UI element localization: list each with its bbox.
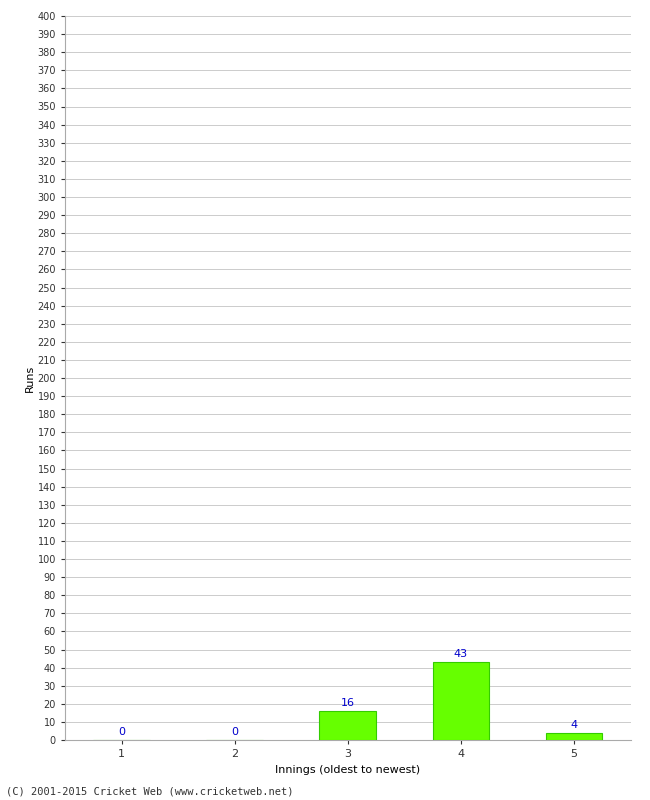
Text: 43: 43 [454,650,468,659]
Bar [320,711,376,740]
Bar [546,733,602,740]
Text: 4: 4 [571,720,577,730]
Bar [433,662,489,740]
X-axis label: Innings (oldest to newest): Innings (oldest to newest) [275,765,421,774]
Text: 0: 0 [231,727,238,738]
Text: (C) 2001-2015 Cricket Web (www.cricketweb.net): (C) 2001-2015 Cricket Web (www.cricketwe… [6,786,294,796]
Y-axis label: Runs: Runs [25,364,34,392]
Text: 0: 0 [118,727,125,738]
Text: 16: 16 [341,698,355,708]
